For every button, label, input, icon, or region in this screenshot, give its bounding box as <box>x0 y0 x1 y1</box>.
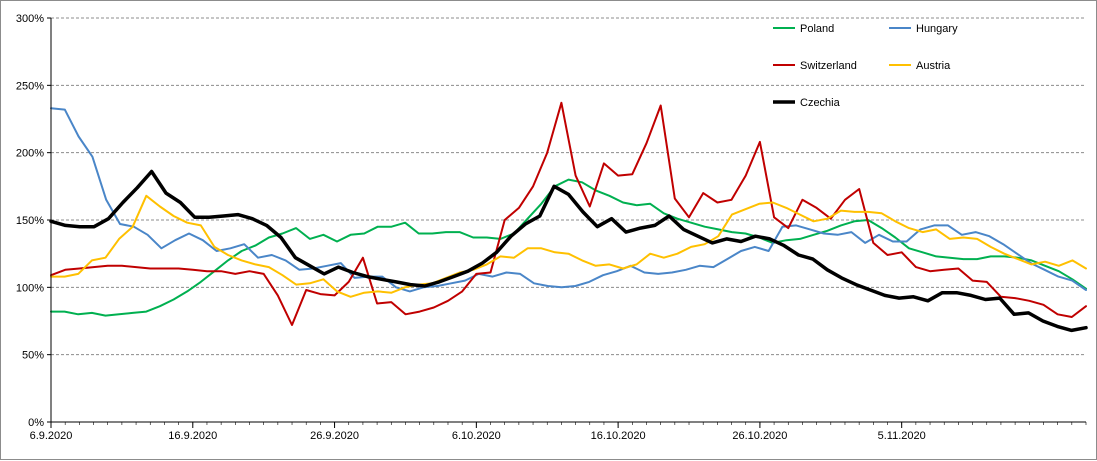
legend-label: Switzerland <box>800 60 857 72</box>
legend-label: Hungary <box>916 23 958 35</box>
x-tick-label: 26.9.2020 <box>310 430 359 442</box>
x-tick-label: 6.10.2020 <box>452 430 501 442</box>
x-tick-label: 16.10.2020 <box>591 430 646 442</box>
legend-label: Czechia <box>800 97 841 109</box>
x-tick-label: 5.11.2020 <box>878 430 926 442</box>
y-tick-label: 0% <box>28 417 44 429</box>
series-line-poland <box>50 178 1087 317</box>
y-tick-label: 150% <box>16 215 44 227</box>
y-tick-label: 50% <box>22 350 44 362</box>
axes: 0% 50% 100% 150% 200% 250% 300% 6.9.2020 16.9.20… <box>16 13 1087 442</box>
y-tick-label: 200% <box>16 148 44 160</box>
series-lines <box>49 101 1088 333</box>
x-tick-label: 16.9.2020 <box>168 430 217 442</box>
x-tick-label: 6.9.2020 <box>30 430 73 442</box>
y-tick-label: 250% <box>16 80 44 92</box>
series-line-austria <box>50 194 1087 298</box>
y-tick-label: 100% <box>16 282 44 294</box>
gridlines <box>51 17 1086 356</box>
legend-label: Austria <box>916 60 951 72</box>
y-tick-label: 300% <box>16 13 44 25</box>
legend-label: Poland <box>800 23 834 35</box>
series-line-czechia <box>49 169 1088 333</box>
x-tick-label: 26.10.2020 <box>732 430 787 442</box>
series-line-hungary <box>50 107 1087 293</box>
series-line-switzerland <box>50 101 1087 326</box>
legend: Poland Hungary Switzerland Austria Czechia <box>773 23 958 109</box>
